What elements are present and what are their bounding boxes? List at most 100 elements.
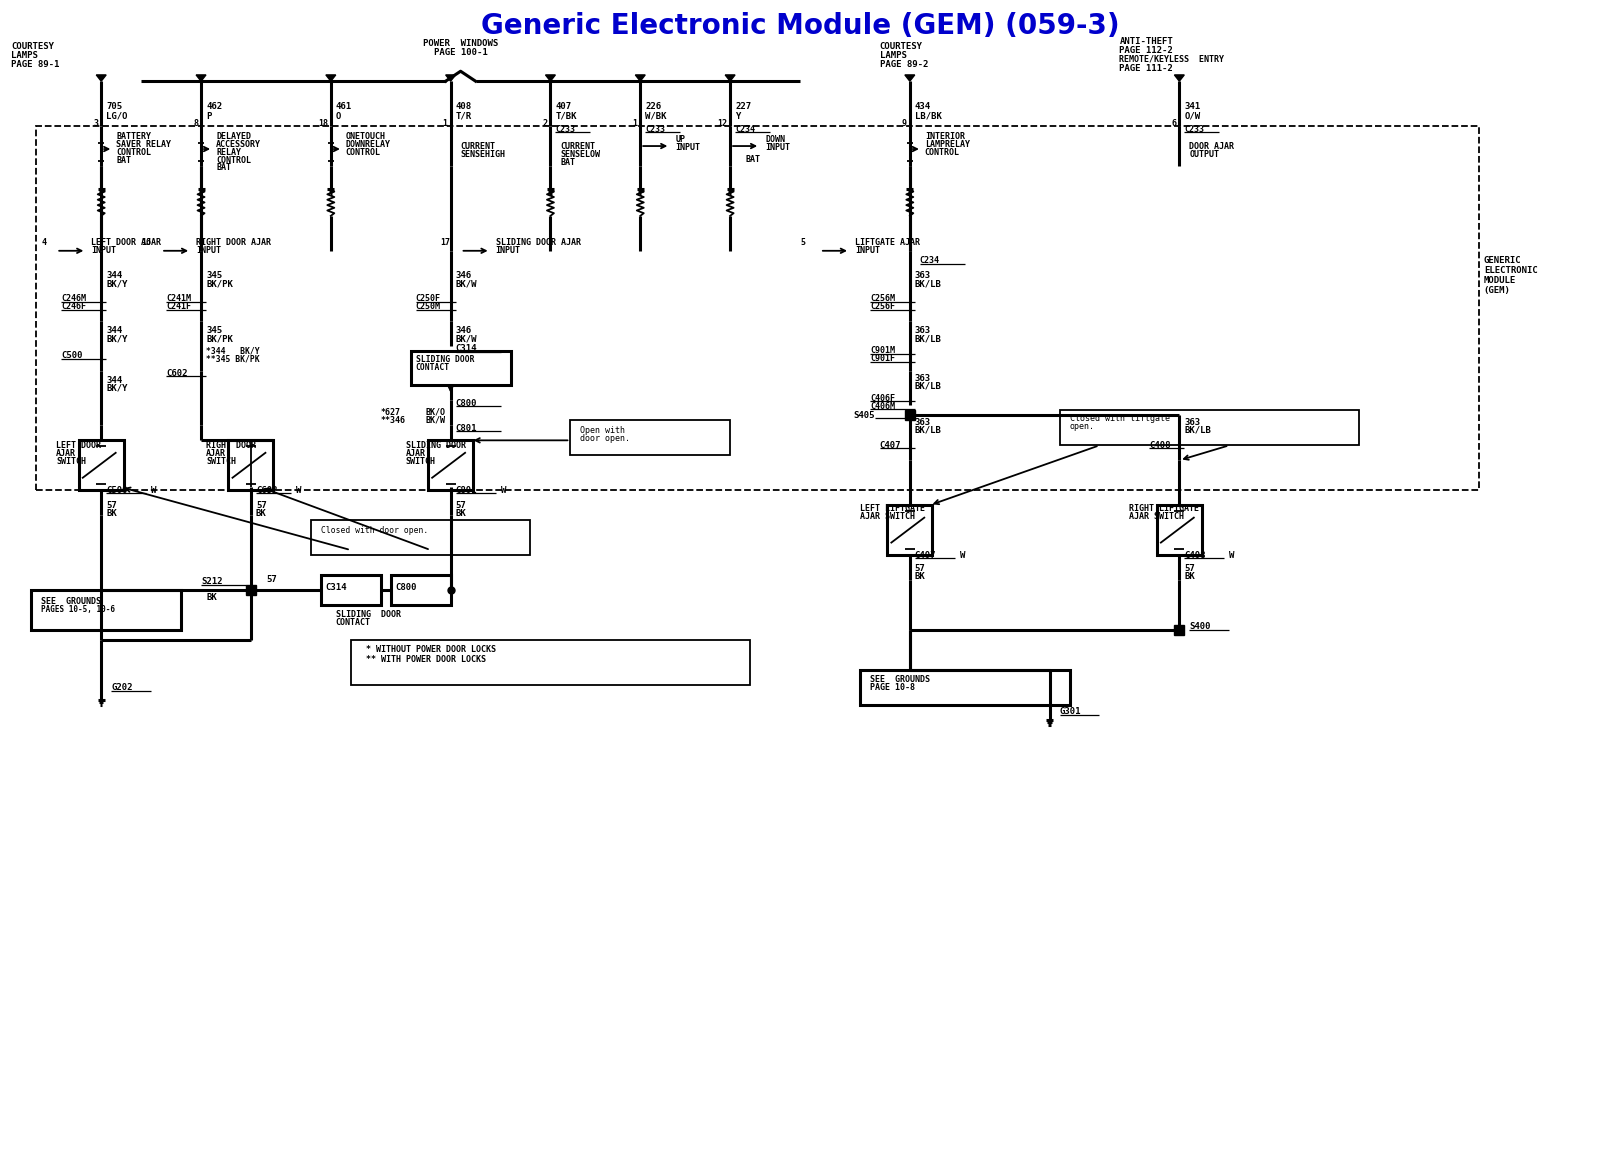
Text: C408: C408 <box>1149 441 1171 450</box>
Text: LG/O: LG/O <box>106 111 128 121</box>
Text: 363: 363 <box>915 271 931 281</box>
Text: 226: 226 <box>645 102 661 110</box>
Text: W: W <box>960 551 965 559</box>
Text: PAGE 100-1: PAGE 100-1 <box>434 48 488 57</box>
Text: 1: 1 <box>632 118 637 128</box>
Text: INPUT: INPUT <box>765 143 790 152</box>
Text: 57: 57 <box>456 501 466 509</box>
Text: C234: C234 <box>734 124 755 133</box>
Text: BAT: BAT <box>560 158 576 167</box>
Text: SEE  GROUNDS: SEE GROUNDS <box>870 675 930 684</box>
Text: CONTROL: CONTROL <box>925 147 960 157</box>
Text: C602: C602 <box>166 369 187 378</box>
Text: PAGE 10-8: PAGE 10-8 <box>870 683 915 693</box>
Text: REMOTE/KEYLESS  ENTRY: REMOTE/KEYLESS ENTRY <box>1120 55 1224 64</box>
Text: 3: 3 <box>93 118 98 128</box>
Text: 2: 2 <box>542 118 547 128</box>
Text: CONTROL: CONTROL <box>117 147 150 157</box>
Text: W: W <box>501 486 506 494</box>
Text: 344: 344 <box>106 271 122 281</box>
Polygon shape <box>446 75 456 81</box>
Text: RIGHT DOOR AJAR: RIGHT DOOR AJAR <box>197 238 270 247</box>
Text: C233: C233 <box>555 124 576 133</box>
Text: C246M: C246M <box>61 295 86 303</box>
Text: 4: 4 <box>42 238 46 247</box>
Text: LEFT DOOR AJAR: LEFT DOOR AJAR <box>91 238 162 247</box>
Text: door open.: door open. <box>581 434 630 443</box>
Text: BK/W: BK/W <box>426 416 446 425</box>
Text: **345 BK/PK: **345 BK/PK <box>206 354 259 363</box>
Text: AJAR: AJAR <box>206 449 226 458</box>
Text: BK/Y: BK/Y <box>106 334 128 343</box>
Text: C256M: C256M <box>870 295 894 303</box>
Text: SEE  GROUNDS: SEE GROUNDS <box>42 597 101 607</box>
Text: INPUT: INPUT <box>91 246 117 255</box>
Text: 57: 57 <box>1184 564 1195 573</box>
Text: PAGES 10-5, 10-6: PAGES 10-5, 10-6 <box>42 606 115 615</box>
Text: BK/LB: BK/LB <box>915 280 942 288</box>
Text: SLIDING DOOR: SLIDING DOOR <box>416 355 474 364</box>
Text: C901F: C901F <box>870 354 894 363</box>
Text: 57: 57 <box>256 501 267 509</box>
Text: BAT: BAT <box>117 155 131 165</box>
Text: ANTI-THEFT: ANTI-THEFT <box>1120 37 1173 45</box>
Polygon shape <box>906 75 915 81</box>
Text: COURTESY: COURTESY <box>11 42 54 51</box>
Text: C801: C801 <box>456 486 477 494</box>
Text: Open with: Open with <box>581 426 626 435</box>
Text: W/BK: W/BK <box>645 111 667 121</box>
Text: *344   BK/Y: *344 BK/Y <box>206 346 259 355</box>
Bar <box>859 669 1069 705</box>
Text: LAMPS: LAMPS <box>880 51 907 60</box>
Text: C250F: C250F <box>416 295 440 303</box>
Text: ONETOUCH: ONETOUCH <box>346 131 386 140</box>
Text: C246F: C246F <box>61 302 86 311</box>
Text: CURRENT: CURRENT <box>461 142 496 151</box>
Text: PAGE 89-1: PAGE 89-1 <box>11 59 59 68</box>
Text: C256F: C256F <box>870 302 894 311</box>
Text: UP: UP <box>675 135 685 144</box>
Text: CONTROL: CONTROL <box>216 155 251 165</box>
Text: 17: 17 <box>440 238 451 247</box>
Text: Closed with door open.: Closed with door open. <box>322 525 429 535</box>
Text: PAGE 111-2: PAGE 111-2 <box>1120 64 1173 73</box>
Text: BK: BK <box>106 509 117 517</box>
Text: C314: C314 <box>456 345 477 353</box>
Text: INPUT: INPUT <box>496 246 520 255</box>
Text: CONTACT: CONTACT <box>416 363 450 372</box>
Text: BK/LB: BK/LB <box>915 334 942 343</box>
Text: INPUT: INPUT <box>675 143 701 152</box>
Text: ** WITH POWER DOOR LOCKS: ** WITH POWER DOOR LOCKS <box>366 655 486 665</box>
Text: DOOR AJAR: DOOR AJAR <box>1189 142 1234 151</box>
Text: SENSEHIGH: SENSEHIGH <box>461 150 506 159</box>
Text: 705: 705 <box>106 102 122 110</box>
Text: T/BK: T/BK <box>555 111 578 121</box>
Text: SENSELOW: SENSELOW <box>560 150 600 159</box>
Text: 57: 57 <box>266 575 277 585</box>
Text: LB/BK: LB/BK <box>915 111 942 121</box>
Text: *627: *627 <box>381 408 400 416</box>
Text: Y: Y <box>734 111 741 121</box>
Text: 462: 462 <box>206 102 222 110</box>
Text: BK/O: BK/O <box>426 408 446 416</box>
Text: DOWN: DOWN <box>765 135 786 144</box>
Text: SLIDING  DOOR: SLIDING DOOR <box>336 610 402 619</box>
Text: C800: C800 <box>456 399 477 408</box>
Bar <box>350 640 750 684</box>
Text: 363: 363 <box>915 418 931 427</box>
Polygon shape <box>197 75 206 81</box>
Text: S212: S212 <box>202 578 222 587</box>
Text: C800: C800 <box>395 583 418 593</box>
Bar <box>229 441 274 491</box>
Text: C241M: C241M <box>166 295 190 303</box>
Polygon shape <box>326 75 336 81</box>
Text: 344: 344 <box>106 326 122 335</box>
Text: AJAR: AJAR <box>56 449 77 458</box>
Text: 363: 363 <box>915 374 931 383</box>
Text: CURRENT: CURRENT <box>560 142 595 151</box>
Text: CONTACT: CONTACT <box>336 618 371 628</box>
Text: 57: 57 <box>106 501 117 509</box>
Text: LAMPS: LAMPS <box>11 51 38 60</box>
Text: RELAY: RELAY <box>216 147 242 157</box>
Text: SLIDING DOOR AJAR: SLIDING DOOR AJAR <box>496 238 581 247</box>
